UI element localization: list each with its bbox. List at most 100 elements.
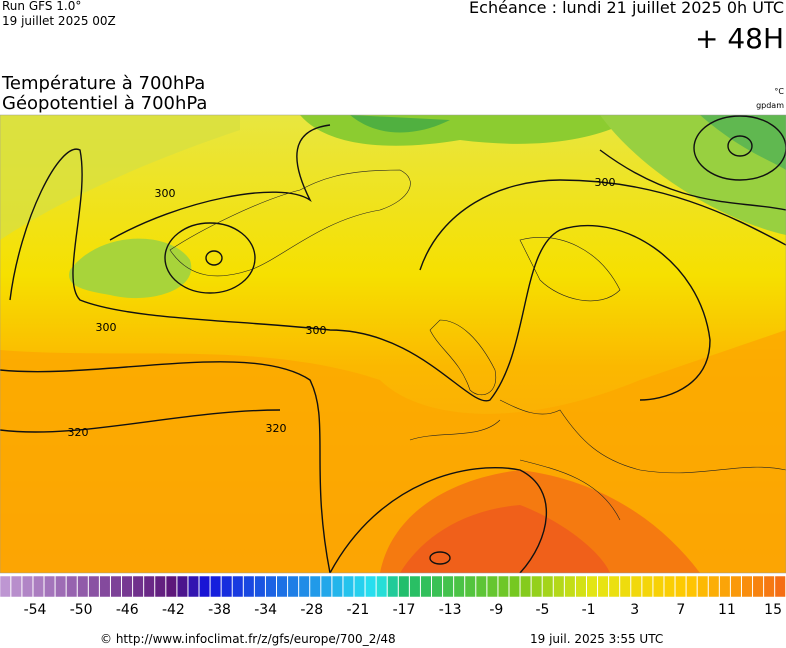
colorbar-swatch: [730, 575, 742, 598]
colorbar-swatch: [608, 575, 620, 598]
colorbar-swatch: [619, 575, 631, 598]
colorbar-swatch: [354, 575, 366, 598]
colorbar-swatch: [77, 575, 89, 598]
unit-temp: °C: [774, 87, 784, 96]
colorbar-swatch: [276, 575, 288, 598]
colorbar-swatch: [531, 575, 543, 598]
colorbar-swatch: [442, 575, 454, 598]
colorbar-swatch: [719, 575, 731, 598]
colorbar-swatch: [508, 575, 521, 598]
colorbar-swatch: [165, 575, 177, 598]
colorbar-label: -17: [393, 602, 416, 618]
colorbar-swatch: [420, 575, 432, 598]
colorbar-swatch: [453, 575, 465, 598]
colorbar-swatch: [132, 575, 144, 598]
colorbar-label: -38: [208, 602, 231, 618]
colorbar-swatch: [387, 575, 399, 598]
colorbar-label: -46: [116, 602, 139, 618]
colorbar-swatch: [752, 575, 764, 598]
colorbar-label: -5: [535, 602, 549, 618]
run-label: Run GFS 1.0°: [2, 0, 81, 13]
colorbar-swatch: [21, 575, 33, 598]
title-line1: Température à 700hPa: [1, 73, 205, 94]
contour-label: 300: [306, 324, 327, 337]
colorbar-label: -34: [254, 602, 277, 618]
colorbar-swatch: [99, 575, 111, 598]
colorbar-swatch: [298, 575, 310, 598]
colorbar-swatch: [409, 575, 421, 598]
colorbar-swatch: [663, 575, 676, 598]
colorbar-swatch: [586, 575, 598, 598]
colorbar-swatch: [143, 575, 155, 598]
colorbar-swatch: [10, 575, 22, 598]
colorbar-swatch: [55, 575, 67, 598]
colorbar-swatch: [32, 575, 45, 598]
colorbar-swatch: [154, 575, 166, 598]
colorbar-swatch: [243, 575, 255, 598]
colorbar-swatch: [708, 575, 720, 598]
colorbar-swatch: [254, 575, 266, 598]
map: 300 300 300 300 320 320: [0, 115, 786, 573]
colorbar-swatch: [675, 575, 687, 598]
run-date: 19 juillet 2025 00Z: [2, 14, 116, 28]
valid-time: Echéance : lundi 21 juillet 2025 0h UTC: [469, 0, 784, 17]
colorbar-swatch: [110, 575, 122, 598]
colorbar-swatch: [265, 575, 277, 598]
colorbar-swatch: [376, 575, 388, 598]
colorbar-label: -54: [24, 602, 47, 618]
colorbar-swatch: [320, 575, 332, 598]
colorbar-swatch: [309, 575, 321, 598]
colorbar-swatch: [232, 575, 244, 598]
colorbar-swatch: [431, 575, 443, 598]
colorbar-label: -50: [70, 602, 93, 618]
contour-label: 300: [155, 187, 176, 200]
colorbar-label: 11: [718, 602, 736, 618]
colorbar-swatch: [342, 575, 355, 598]
colorbar-swatch: [641, 575, 653, 598]
colorbar-swatch: [210, 575, 222, 598]
colorbar-label: -13: [439, 602, 462, 618]
colorbar-swatch: [542, 575, 554, 598]
colorbar-label: -9: [489, 602, 503, 618]
unit-geo: gpdam: [756, 101, 784, 110]
colorbar-swatch: [44, 575, 56, 598]
colorbar-swatch: [464, 575, 476, 598]
colorbar-swatch: [88, 575, 100, 598]
colorbar-swatch: [597, 575, 609, 598]
lead-time: + 48H: [695, 22, 784, 55]
colorbar-swatch: [66, 575, 78, 598]
colorbar-swatch: [564, 575, 576, 598]
contour-label: 320: [266, 422, 287, 435]
colorbar-swatch: [331, 575, 343, 598]
title-line2: Géopotentiel à 700hPa: [2, 93, 207, 114]
colorbar-swatch: [365, 575, 377, 598]
colorbar-swatch: [686, 575, 698, 598]
colorbar-swatch: [0, 575, 11, 598]
colorbar-swatch: [486, 575, 498, 598]
colorbar-label: 3: [630, 602, 639, 618]
footer-source: © http://www.infoclimat.fr/z/gfs/europe/…: [100, 632, 396, 646]
colorbar-swatch: [187, 575, 200, 598]
colorbar-swatch: [575, 575, 587, 598]
colorbar-swatch: [741, 575, 753, 598]
colorbar-label: 15: [764, 602, 782, 618]
colorbar-label: 7: [676, 602, 685, 618]
colorbar-swatch: [630, 575, 642, 598]
colorbar-swatch: [199, 575, 211, 598]
colorbar-swatch: [398, 575, 410, 598]
colorbar-label: -42: [162, 602, 185, 618]
colorbar: -54 -50 -46 -42 -38 -34 -28 -21 -17 -13 -9 -5 -1 3 7 11…: [0, 575, 786, 618]
colorbar-swatch: [287, 575, 299, 598]
colorbar-swatch: [763, 575, 775, 598]
contour-label: 300: [595, 176, 616, 189]
colorbar-swatch: [774, 575, 786, 598]
colorbar-label: -28: [300, 602, 323, 618]
colorbar-swatch: [475, 575, 487, 598]
contour-label: 300: [96, 321, 117, 334]
contour-label: 320: [68, 426, 89, 439]
colorbar-swatch: [497, 575, 509, 598]
colorbar-swatch: [176, 575, 188, 598]
colorbar-swatch: [221, 575, 233, 598]
colorbar-label: -1: [582, 602, 596, 618]
